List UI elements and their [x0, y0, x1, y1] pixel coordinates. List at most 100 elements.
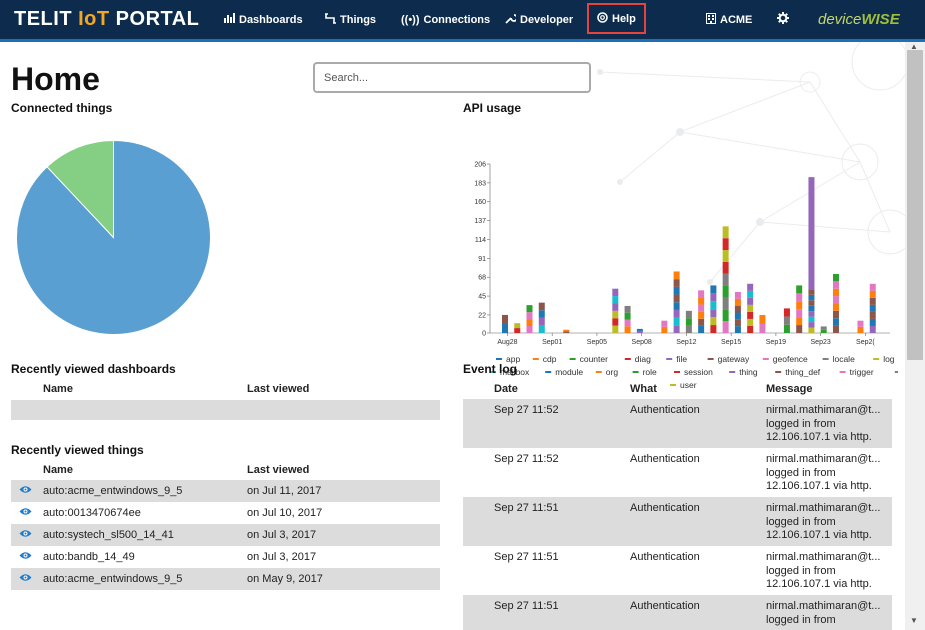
api-bar-segment[interactable] — [722, 250, 729, 262]
api-bar-segment[interactable] — [734, 312, 741, 320]
api-bar-segment[interactable] — [869, 325, 876, 333]
col-last-viewed-header[interactable]: Last viewed — [247, 383, 310, 395]
api-bar-segment[interactable] — [808, 305, 815, 312]
api-bar-segment[interactable] — [869, 311, 876, 319]
api-bar-segment[interactable] — [710, 293, 717, 302]
api-bar-segment[interactable] — [673, 309, 680, 318]
api-bar-segment[interactable] — [783, 316, 790, 325]
api-bar-segment[interactable] — [673, 279, 680, 287]
scroll-down-arrow-icon[interactable]: ▼ — [910, 616, 918, 625]
api-bar-segment[interactable] — [624, 305, 631, 313]
api-bar-segment[interactable] — [832, 310, 839, 319]
api-bar-segment[interactable] — [722, 273, 729, 286]
api-bar-segment[interactable] — [673, 286, 680, 295]
api-bar-segment[interactable] — [808, 327, 815, 333]
api-bar-segment[interactable] — [796, 301, 803, 310]
legend-label[interactable]: trigger — [850, 367, 874, 377]
api-bar-segment[interactable] — [796, 285, 803, 294]
api-bar-segment[interactable] — [538, 325, 545, 333]
thing-name[interactable]: auto:acme_entwindows_9_5 — [43, 485, 183, 497]
api-bar-segment[interactable] — [526, 305, 533, 313]
api-bar-segment[interactable] — [808, 322, 815, 328]
api-bar-segment[interactable] — [612, 288, 619, 297]
api-bar-segment[interactable] — [796, 309, 803, 318]
api-bar-segment[interactable] — [710, 317, 717, 326]
api-bar-segment[interactable] — [747, 318, 754, 326]
legend-label[interactable]: role — [643, 367, 657, 377]
api-bar-segment[interactable] — [796, 325, 803, 333]
legend-label[interactable]: gateway — [718, 354, 750, 364]
api-bar-segment[interactable] — [869, 304, 876, 312]
api-bar-segment[interactable] — [685, 325, 692, 333]
legend-label[interactable]: log — [883, 354, 895, 364]
scroll-up-arrow-icon[interactable]: ▲ — [910, 42, 918, 51]
api-bar-segment[interactable] — [526, 312, 533, 320]
scroll-thumb[interactable] — [907, 50, 923, 360]
api-bar-segment[interactable] — [673, 325, 680, 333]
connected-things-pie-chart[interactable] — [15, 139, 212, 336]
api-bar-segment[interactable] — [698, 290, 705, 298]
api-bar-segment[interactable] — [820, 326, 827, 330]
api-bar-segment[interactable] — [832, 318, 839, 326]
api-bar-segment[interactable] — [747, 290, 754, 298]
api-bar-segment[interactable] — [526, 326, 533, 333]
api-bar-segment[interactable] — [759, 323, 766, 333]
api-bar-segment[interactable] — [783, 308, 790, 317]
api-bar-segment[interactable] — [832, 273, 839, 282]
legend-label[interactable]: counter — [580, 354, 609, 364]
api-bar-segment[interactable] — [747, 297, 754, 305]
api-bar-segment[interactable] — [722, 261, 729, 274]
legend-label[interactable]: app — [506, 354, 520, 364]
api-bar-segment[interactable] — [783, 324, 790, 333]
table-row[interactable]: Sep 27 11:52 Authentication nirmal.mathima… — [463, 399, 892, 448]
api-bar-segment[interactable] — [661, 320, 668, 327]
api-bar-segment[interactable] — [698, 311, 705, 319]
api-bar-segment[interactable] — [808, 289, 815, 295]
col-name-header[interactable]: Name — [43, 464, 73, 476]
col-date-header[interactable]: Date — [494, 383, 518, 395]
legend-label[interactable]: file — [676, 354, 687, 364]
col-name-header[interactable]: Name — [43, 383, 73, 395]
api-bar-segment[interactable] — [747, 311, 754, 319]
org-switcher[interactable]: ACME — [706, 0, 752, 39]
api-bar-segment[interactable] — [661, 326, 668, 333]
api-bar-segment[interactable] — [734, 319, 741, 327]
api-bar-segment[interactable] — [624, 326, 631, 333]
thing-name[interactable]: auto:systech_sl500_14_41 — [43, 529, 174, 541]
pie-slice-0[interactable] — [16, 139, 211, 335]
api-bar-segment[interactable] — [612, 310, 619, 319]
table-row[interactable]: auto:bandb_14_49 on Jul 3, 2017 — [11, 546, 440, 568]
table-row[interactable]: Sep 27 11:52 Authentication nirmal.mathima… — [463, 448, 892, 497]
table-row[interactable]: auto:acme_entwindows_9_5 on May 9, 2017 — [11, 568, 440, 590]
eye-icon[interactable] — [19, 507, 33, 519]
api-bar-segment[interactable] — [722, 238, 729, 251]
nav-dashboards[interactable]: Dashboards — [224, 0, 303, 39]
table-row[interactable]: auto:systech_sl500_14_41 on Jul 3, 2017 — [11, 524, 440, 546]
settings-button[interactable] — [777, 0, 789, 39]
api-bar-segment[interactable] — [698, 297, 705, 305]
legend-label[interactable]: session — [684, 367, 713, 377]
pie-slice-1[interactable] — [46, 139, 114, 239]
thing-name[interactable]: auto:bandb_14_49 — [43, 551, 135, 563]
legend-label[interactable]: module — [555, 367, 583, 377]
api-bar-segment[interactable] — [710, 285, 717, 294]
nav-help[interactable]: Help — [587, 3, 646, 34]
api-bar-segment[interactable] — [563, 331, 570, 333]
api-bar-segment[interactable] — [722, 226, 729, 239]
api-bar-segment[interactable] — [502, 314, 508, 324]
api-bar-segment[interactable] — [612, 303, 619, 311]
api-bar-segment[interactable] — [869, 318, 876, 326]
api-bar-segment[interactable] — [624, 319, 631, 327]
api-bar-segment[interactable] — [538, 302, 545, 311]
api-bar-segment[interactable] — [869, 283, 876, 291]
api-bar-segment[interactable] — [857, 320, 864, 327]
api-bar-segment[interactable] — [722, 285, 729, 298]
api-bar-segment[interactable] — [808, 177, 815, 290]
api-bar-segment[interactable] — [673, 294, 680, 303]
api-bar-segment[interactable] — [747, 304, 754, 312]
api-bar-segment[interactable] — [514, 323, 521, 329]
col-message-header[interactable]: Message — [766, 383, 813, 395]
nav-developer[interactable]: Developer — [505, 0, 573, 39]
api-bar-segment[interactable] — [734, 291, 741, 299]
api-bar-segment[interactable] — [734, 326, 741, 333]
